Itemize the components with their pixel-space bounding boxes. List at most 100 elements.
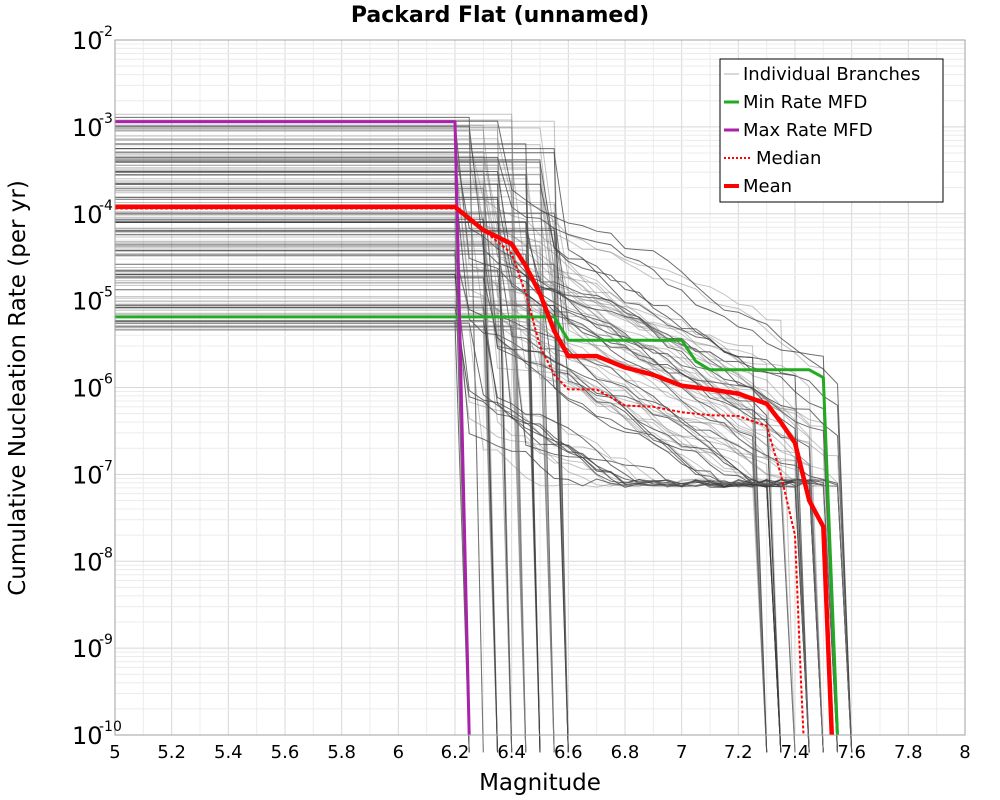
y-tick-base: 10 [72, 461, 103, 489]
branch-line [115, 122, 853, 753]
legend-item: Min Rate MFD [724, 92, 867, 113]
y-tick-labels: 10-210-310-410-510-610-710-810-910-10 [72, 24, 122, 750]
branch-line [115, 329, 527, 753]
branch-line [115, 280, 527, 753]
branch-line [115, 211, 824, 753]
branch-line [115, 245, 555, 753]
branch-line [115, 212, 838, 753]
branch-line [115, 301, 838, 753]
x-tick-label: 6 [393, 742, 404, 763]
x-tick-label: 6.6 [554, 742, 583, 763]
y-tick-exponent: -6 [99, 372, 113, 388]
individual-branches-layer [115, 113, 853, 753]
branch-line [115, 198, 513, 753]
x-tick-label: 7 [676, 742, 687, 763]
legend-label: Individual Branches [743, 64, 920, 85]
x-tick-label: 5.2 [157, 742, 186, 763]
x-tick-label: 5 [109, 742, 120, 763]
legend-item: Mean [724, 176, 792, 197]
branch-line [115, 313, 498, 753]
branch-line [115, 196, 527, 753]
y-tick-label: 10-5 [72, 285, 113, 316]
branch-line [115, 164, 768, 753]
y-axis-label: Cumulative Nucleation Rate (per yr) [5, 180, 31, 596]
branch-line [115, 174, 768, 753]
x-axis-label: Magnitude [479, 770, 601, 796]
y-tick-exponent: -10 [99, 719, 122, 735]
legend-label: Mean [743, 176, 792, 197]
branch-line [115, 139, 768, 753]
branch-line [115, 129, 513, 753]
legend-items: Individual Branches Min Rate MFD Max Rate … [724, 64, 920, 197]
branch-line [115, 324, 555, 753]
branch-line [115, 127, 796, 753]
branch-line [115, 119, 527, 753]
plot-frame [114, 39, 966, 736]
y-tick-base: 10 [72, 27, 103, 55]
x-tick-label: 8 [959, 742, 970, 763]
y-tick-label: 10-9 [72, 632, 113, 663]
branch-line [115, 170, 853, 753]
branch-line [115, 138, 838, 753]
branch-line [115, 273, 810, 753]
y-tick-label: 10-2 [72, 24, 113, 55]
grid-layer [114, 40, 966, 736]
y-tick-base: 10 [72, 548, 103, 576]
y-tick-label: 10-7 [72, 458, 113, 489]
branch-line [115, 124, 498, 753]
branch-line [115, 245, 824, 753]
branch-line [115, 231, 853, 753]
y-tick-exponent: -8 [99, 545, 113, 561]
y-tick-base: 10 [72, 375, 103, 403]
x-tick-label: 5.8 [327, 742, 356, 763]
branch-line [115, 241, 824, 753]
y-tick-base: 10 [72, 201, 103, 229]
legend: Individual Branches Min Rate MFD Max Rate … [719, 58, 944, 203]
legend-label: Min Rate MFD [743, 92, 867, 113]
branch-line [115, 229, 810, 753]
x-tick-label: 5.4 [214, 742, 243, 763]
branch-line [115, 156, 838, 753]
y-tick-exponent: -2 [99, 24, 113, 40]
branch-line [115, 222, 782, 753]
y-tick-label: 10-3 [72, 111, 113, 142]
branch-line [115, 148, 569, 753]
x-tick-label: 6.4 [497, 742, 526, 763]
branch-line [115, 307, 513, 753]
x-tick-label: 5.6 [271, 742, 300, 763]
series-mean [115, 204, 835, 736]
branch-line [115, 240, 838, 753]
series-layer [115, 120, 839, 736]
y-tick-exponent: -5 [99, 285, 113, 301]
y-tick-base: 10 [72, 288, 103, 316]
y-tick-label: 10-10 [72, 719, 122, 750]
legend-box [719, 58, 944, 203]
branch-line [115, 321, 527, 753]
branch-line [115, 113, 527, 753]
y-tick-exponent: -9 [99, 632, 113, 648]
series-median [115, 207, 805, 736]
branch-line [115, 120, 853, 753]
branch-line [115, 124, 513, 753]
branch-line [115, 307, 853, 753]
branch-line [115, 230, 527, 753]
x-tick-label: 6.2 [441, 742, 470, 763]
branch-line [115, 282, 513, 753]
branch-line [115, 125, 824, 753]
y-tick-exponent: -3 [99, 111, 113, 127]
branch-line [115, 174, 541, 753]
x-tick-label: 7.2 [724, 742, 753, 763]
branch-line [115, 148, 853, 753]
legend-item: Individual Branches [724, 64, 920, 85]
x-tick-label: 7.8 [894, 742, 923, 763]
y-tick-exponent: -7 [99, 458, 113, 474]
branch-line [115, 183, 768, 753]
legend-item: Median [724, 148, 821, 169]
y-tick-label: 10-6 [72, 372, 113, 403]
branch-line [115, 328, 796, 753]
branch-line [115, 274, 838, 753]
branch-line [115, 213, 810, 753]
branch-line [115, 116, 484, 753]
y-tick-exponent: -4 [99, 198, 113, 214]
